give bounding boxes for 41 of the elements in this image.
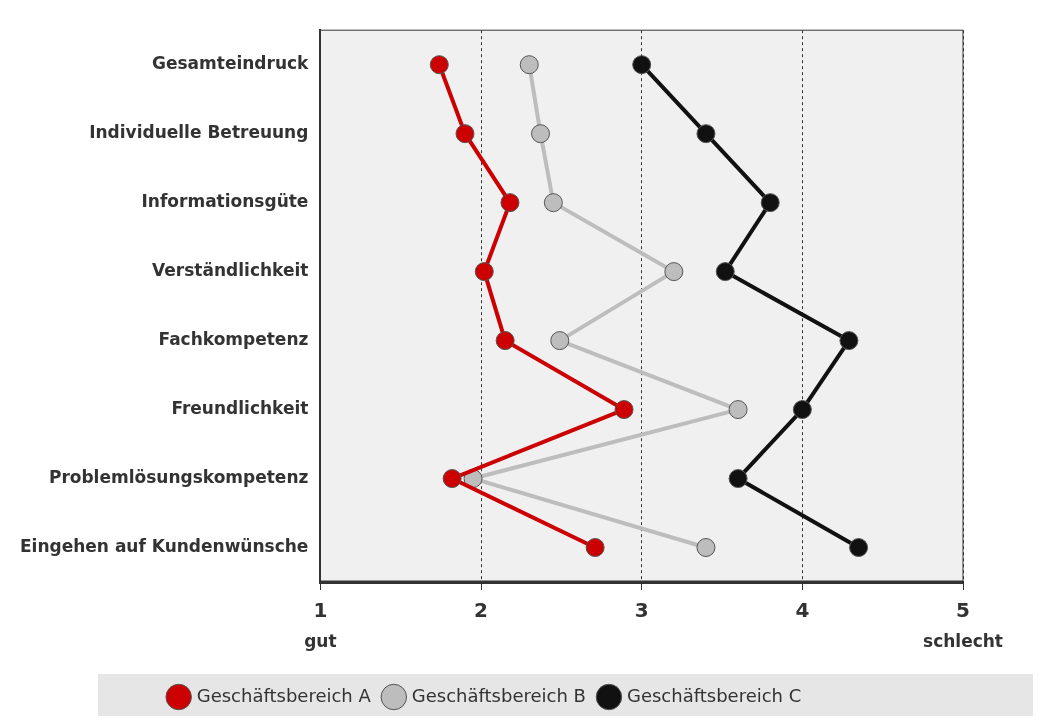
point [664,262,684,282]
x-tick-label: 1 [313,598,328,623]
text: schlecht [923,630,1003,651]
legend-label: Geschäftsbereich C [626,684,802,706]
x-tick-label: 5 [956,598,970,623]
text: gut [304,630,337,651]
point [474,262,494,282]
point [715,262,735,282]
point [792,400,812,420]
x-tick-label: 3 [634,598,649,623]
y-tick-label: Problemlösungskompetenz [48,466,309,487]
point [614,400,634,420]
point [696,538,716,558]
point [585,538,605,558]
point [632,55,652,75]
y-tick-label: Individuelle Betreuung [89,122,309,143]
point [849,538,869,558]
point [696,124,716,144]
point [728,400,748,420]
point [760,193,780,213]
point [519,55,539,75]
y-tick-label: Freundlichkeit [171,397,309,418]
point [550,331,570,351]
point [442,469,462,489]
x-tick-label: 2 [474,598,489,623]
point [839,331,859,351]
y-tick-label: Verständlichkeit [152,260,309,281]
point [530,124,550,144]
point [728,469,748,489]
legend-label: Geschäftsbereich B [411,684,586,706]
point [429,55,449,75]
y-tick-label: Eingehen auf Kundenwünsche [20,535,309,556]
y-tick-label: Informationsgüte [141,191,309,212]
point [543,193,563,213]
y-tick-label: Gesamteindruck [151,53,310,74]
point [455,124,475,144]
legend-label: Geschäftsbereich A [196,684,372,706]
point [500,193,520,213]
y-tick-label: Fachkompetenz [158,329,309,350]
point [495,331,515,351]
x-tick-label: 4 [795,598,810,623]
